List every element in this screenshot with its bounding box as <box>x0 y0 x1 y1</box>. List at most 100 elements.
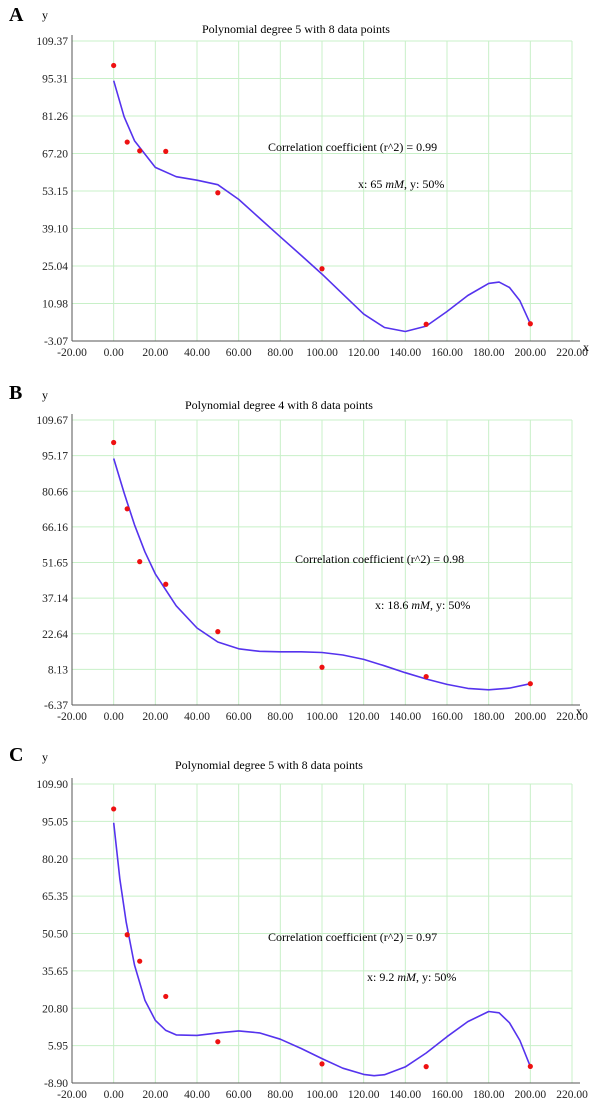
chart-title: Polynomial degree 5 with 8 data points <box>202 22 390 36</box>
y-tick-label: -6.37 <box>44 700 68 712</box>
chart-title: Polynomial degree 5 with 8 data points <box>175 758 363 772</box>
chart-panel-a: -3.07 10.98 25.04 39.10 53.15 67.20 81.26 95.31… <box>0 0 594 372</box>
y-tick-label: 66.16 <box>42 522 68 534</box>
y-tick-label: 95.05 <box>42 816 68 828</box>
x-tick-label: 180.00 <box>473 1089 505 1101</box>
y-tick-label: 5.95 <box>48 1041 68 1053</box>
data-point <box>124 932 130 938</box>
y-tick-label: 95.17 <box>42 451 68 463</box>
data-point <box>111 62 117 69</box>
y-tick-label: 109.90 <box>36 779 68 791</box>
data-point <box>215 190 221 196</box>
x-tick-label: 40.00 <box>184 711 210 723</box>
x-tick-label: 40.00 <box>184 347 210 359</box>
y-tick-label: -8.90 <box>44 1078 68 1090</box>
data-point <box>527 681 533 687</box>
correlation-annotation: Correlation coefficient (r^2) = 0.97 <box>268 930 438 944</box>
data-point <box>111 439 117 446</box>
fit-curve <box>112 458 531 691</box>
x-tick-label: 120.00 <box>348 1089 380 1101</box>
data-point <box>423 1064 429 1070</box>
y-tick-label: 95.31 <box>42 74 68 86</box>
x-tick-label: 20.00 <box>142 711 168 723</box>
x-tick-label: 40.00 <box>184 1089 210 1101</box>
y-tick-label: 51.65 <box>42 558 68 570</box>
correlation-annotation: Correlation coefficient (r^2) = 0.99 <box>268 140 438 154</box>
chart-panel-b: -6.37 8.13 22.64 37.14 51.65 66.16 80.66 95.17 1… <box>0 372 594 742</box>
x-tick-label: 100.00 <box>306 1089 338 1101</box>
fit-curve <box>112 80 532 333</box>
x-tick-label: 100.00 <box>306 711 338 723</box>
y-tick-label: 10.98 <box>42 299 68 311</box>
y-tick-label: 109.67 <box>36 415 68 427</box>
data-point <box>527 1063 533 1069</box>
x-tick-label: -20.00 <box>57 1089 87 1101</box>
x-tick-label: -20.00 <box>57 711 87 723</box>
x-tick-label: 80.00 <box>267 347 293 359</box>
y-tick-label: 80.20 <box>42 854 68 866</box>
y-tick-label: 8.13 <box>48 664 68 676</box>
x-tick-label: 220.00 <box>556 347 588 359</box>
grid-lines <box>71 40 573 342</box>
y-axis-label: y <box>42 750 48 764</box>
x-tick-label: 220.00 <box>556 711 588 723</box>
x-axis-label: x <box>576 704 582 718</box>
y-tick-label: 50.50 <box>42 929 68 941</box>
y-tick-label: 25.04 <box>42 261 68 273</box>
x-tick-label: 0.00 <box>104 347 124 359</box>
y-tick-label: 37.14 <box>42 593 68 605</box>
data-point <box>215 1039 221 1045</box>
chart-plot: -6.37 8.13 22.64 37.14 51.65 66.16 80.66 95.17 1… <box>36 414 588 723</box>
data-point <box>163 148 169 154</box>
x-tick-label: 20.00 <box>142 347 168 359</box>
y-tick-label: 22.64 <box>42 629 68 641</box>
x-tick-label: 100.00 <box>306 347 338 359</box>
chart-title: Polynomial degree 4 with 8 data points <box>185 398 373 412</box>
x-tick-label: 60.00 <box>226 347 252 359</box>
chart-plot: -8.90 5.95 20.80 35.65 50.50 65.35 80.20 95.05 1… <box>36 778 588 1101</box>
x-tick-label: 200.00 <box>515 711 547 723</box>
data-point <box>137 559 143 565</box>
y-axis-label: y <box>42 388 48 402</box>
x-tick-label: 180.00 <box>473 711 505 723</box>
x-tick-label: 200.00 <box>515 347 547 359</box>
x-tick-label: 60.00 <box>226 1089 252 1101</box>
fit-curve <box>112 822 532 1077</box>
data-point <box>215 629 221 635</box>
x-tick-label: 140.00 <box>390 347 422 359</box>
data-point <box>163 993 169 1000</box>
chart-plot: -3.07 10.98 25.04 39.10 53.15 67.20 81.26 95.31… <box>36 35 588 359</box>
panel-letter: A <box>9 4 24 26</box>
x-tick-label: 120.00 <box>348 347 380 359</box>
x-tick-label: 80.00 <box>267 1089 293 1101</box>
data-point <box>124 506 130 512</box>
y-tick-label: 53.15 <box>42 186 68 198</box>
y-tick-label: 80.66 <box>42 486 68 498</box>
x-tick-label: 120.00 <box>348 711 380 723</box>
data-point <box>124 139 130 145</box>
x-tick-label: 0.00 <box>104 711 124 723</box>
y-tick-label: 20.80 <box>42 1003 68 1015</box>
data-point <box>319 1061 325 1067</box>
panel-letter: B <box>9 382 23 404</box>
chart-panel-c: -8.90 5.95 20.80 35.65 50.50 65.35 80.20 95.05 1… <box>0 742 594 1115</box>
grid-lines <box>71 783 573 1084</box>
x-tick-label: 160.00 <box>431 711 463 723</box>
x-tick-label: 200.00 <box>515 1089 547 1101</box>
x-tick-label: 160.00 <box>431 347 463 359</box>
y-tick-label: 81.26 <box>42 111 68 123</box>
x-tick-label: 160.00 <box>431 1089 463 1101</box>
x-tick-label: -20.00 <box>57 347 87 359</box>
x-tick-label: 0.00 <box>104 1089 124 1101</box>
y-tick-label: 39.10 <box>42 224 68 236</box>
data-point <box>319 664 325 670</box>
y-tick-label: 35.65 <box>42 966 68 978</box>
y-axis-label: y <box>42 8 48 22</box>
data-point <box>137 148 143 154</box>
x-tick-label: 80.00 <box>267 711 293 723</box>
x-tick-label: 20.00 <box>142 1089 168 1101</box>
x-tick-label: 140.00 <box>390 1089 422 1101</box>
correlation-annotation: Correlation coefficient (r^2) = 0.98 <box>295 552 465 566</box>
data-point <box>163 581 169 587</box>
y-tick-label: 65.35 <box>42 891 68 903</box>
